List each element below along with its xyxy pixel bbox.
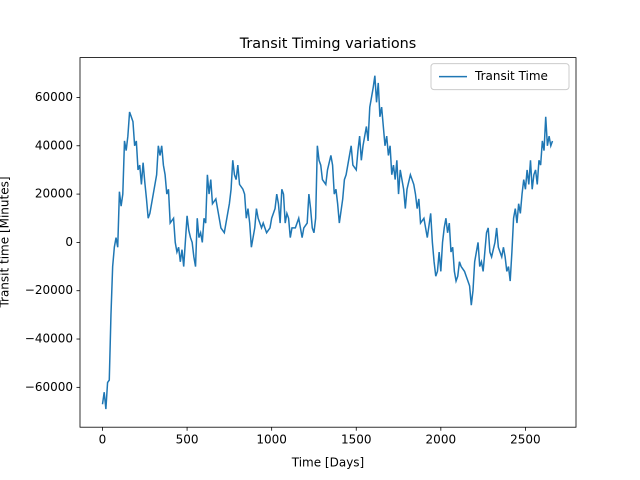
x-tick-label: 1000 [256, 433, 287, 447]
y-tick-label: 60000 [35, 90, 73, 104]
y-axis-label: Transit time [Minutes] [0, 176, 12, 308]
y-tick-label: 0 [65, 235, 73, 249]
legend-label: Transit Time [474, 69, 548, 83]
y-tick-label: 20000 [35, 187, 73, 201]
x-tick-label: 1500 [341, 433, 372, 447]
data-line [101, 75, 554, 410]
y-tick-label: −40000 [25, 332, 73, 346]
x-tick-label: 2000 [426, 433, 457, 447]
y-tick-label: −20000 [25, 283, 73, 297]
chart-title: Transit Timing variations [239, 36, 417, 52]
x-tick-label: 0 [99, 433, 107, 447]
x-tick-label: 2500 [510, 433, 541, 447]
legend-box [430, 63, 570, 91]
x-tick-label: 500 [176, 433, 199, 447]
x-axis-label: Time [Days] [291, 456, 365, 470]
y-tick-label: −60000 [25, 380, 73, 394]
plot-frame [79, 57, 577, 428]
y-tick-label: 40000 [35, 138, 73, 152]
